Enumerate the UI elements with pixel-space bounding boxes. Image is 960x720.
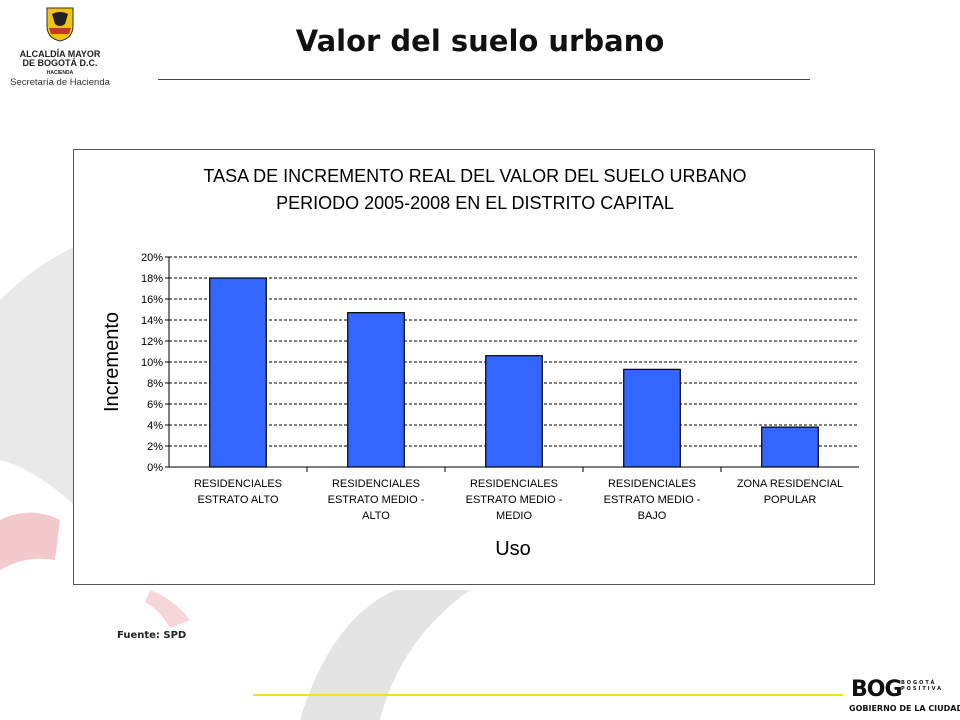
y-tick-label: 14% [141, 315, 163, 327]
category-label: RESIDENCIALES [332, 478, 420, 490]
y-tick-label: 16% [141, 294, 163, 306]
source-note: Fuente: SPD [117, 630, 187, 641]
plot-area: 0% 2% 4% 6% 8% 10% 12% 14% 16% 18% 20% RESIDENCIALE… [141, 252, 859, 522]
category-label: RESIDENCIALES [194, 478, 282, 490]
bar [347, 312, 405, 468]
bar [209, 277, 267, 468]
y-tick-label: 10% [141, 357, 163, 369]
category-label: ALTO [362, 510, 390, 522]
footer-rule [253, 694, 843, 696]
category-label: ESTRATO ALTO [197, 494, 279, 506]
title-divider [158, 79, 810, 80]
y-tick-label: 20% [141, 252, 163, 264]
category-label: ESTRATO MEDIO - [604, 494, 701, 506]
page-title: Valor del suelo urbano [295, 24, 665, 58]
bar [623, 368, 681, 468]
x-axis-title: Uso [495, 538, 531, 560]
brand-slogan: BOGOTÁ POSITIVA [901, 680, 944, 692]
y-axis-title: Incremento [101, 312, 123, 412]
bogota-positiva-logo: BOG BOGOTÁ POSITIVA GOBIERNO DE LA CIUDA… [847, 677, 960, 716]
brand-mark: BOG [851, 677, 903, 702]
chart-title-line-2: PERIODO 2005-2008 EN EL DISTRITO CAPITAL [276, 193, 674, 213]
bar [485, 355, 543, 468]
category-label: MEDIO [496, 510, 533, 522]
bar-chart: TASA DE INCREMENTO REAL DEL VALOR DEL SU… [101, 166, 859, 560]
y-tick-label: 12% [141, 336, 163, 348]
logo-line-3: HACIENDA [46, 69, 74, 76]
logo-line-1: ALCALDÍA MAYOR [19, 49, 101, 59]
y-tick-label: 18% [141, 273, 163, 285]
category-label: RESIDENCIALES [470, 478, 558, 490]
y-tick-label: 4% [147, 420, 163, 432]
chart-frame [73, 149, 875, 585]
bar [761, 426, 819, 468]
y-tick-label: 6% [147, 399, 163, 411]
category-label: ZONA RESIDENCIAL [737, 478, 843, 490]
y-tick-label: 8% [147, 378, 163, 390]
logo-line-4: Secretaría de Hacienda [10, 77, 110, 89]
category-label: RESIDENCIALES [608, 478, 696, 490]
logo-line-2: DE BOGOTÁ D.C. [22, 58, 98, 69]
alcaldia-logo: ALCALDÍA MAYOR DE BOGOTÁ D.C. HACIENDA S… [4, 6, 116, 90]
category-label: BAJO [638, 510, 667, 522]
y-tick-label: 2% [147, 441, 163, 453]
category-label: ESTRATO MEDIO - [328, 494, 425, 506]
chart-title-line-1: TASA DE INCREMENTO REAL DEL VALOR DEL SU… [203, 166, 746, 186]
y-tick-label: 0% [147, 462, 163, 474]
brand-tagline: GOBIERNO DE LA CIUDAD [849, 704, 960, 713]
category-label: ESTRATO MEDIO - [466, 494, 563, 506]
category-label: POPULAR [764, 494, 817, 506]
coat-of-arms-icon [46, 7, 74, 42]
